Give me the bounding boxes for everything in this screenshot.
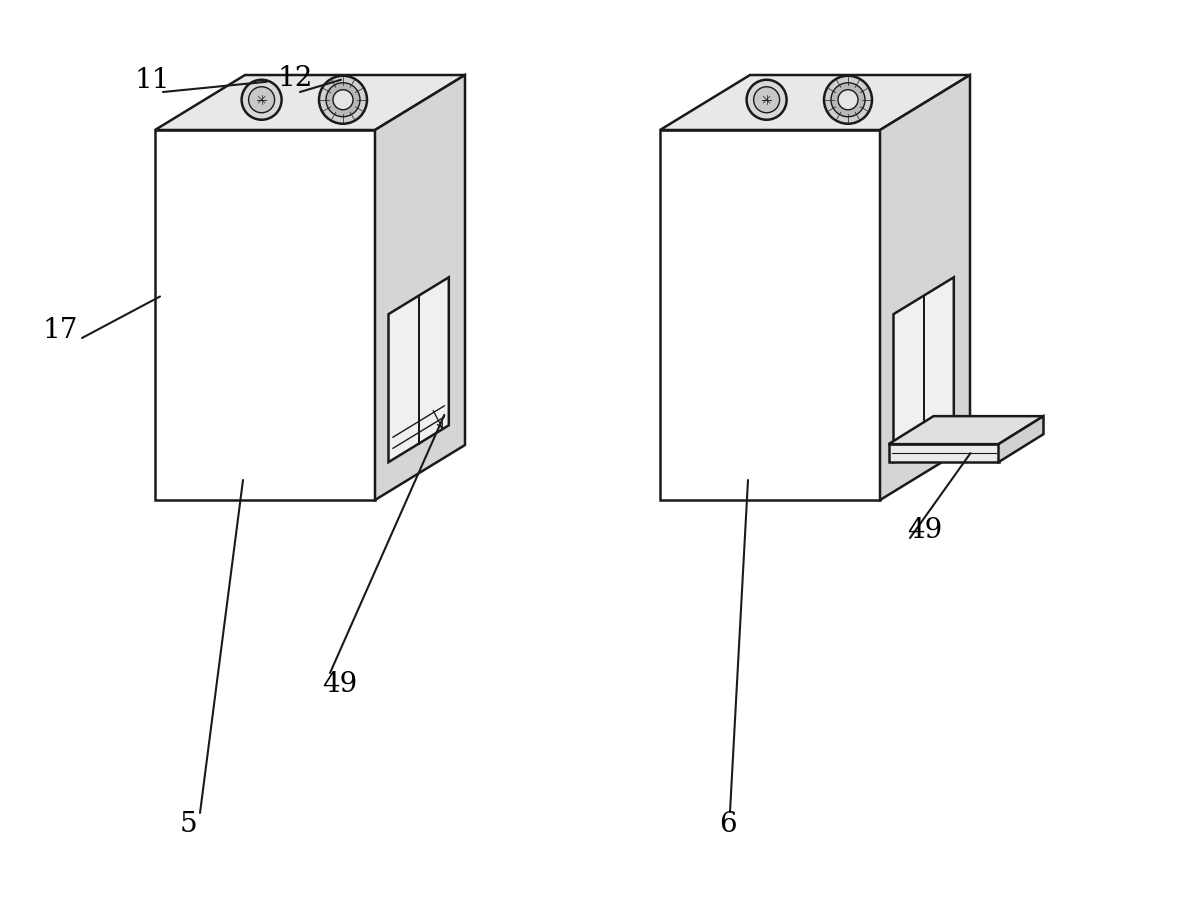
- Text: 12: 12: [277, 65, 313, 92]
- Circle shape: [248, 86, 275, 113]
- Polygon shape: [659, 130, 880, 500]
- Polygon shape: [155, 130, 375, 500]
- Circle shape: [747, 80, 787, 120]
- Text: 11: 11: [134, 66, 170, 94]
- Text: 6: 6: [719, 812, 737, 838]
- Text: 17: 17: [42, 317, 78, 343]
- Polygon shape: [388, 278, 448, 462]
- Polygon shape: [999, 416, 1043, 462]
- Circle shape: [333, 90, 353, 110]
- Circle shape: [754, 86, 779, 113]
- Text: 49: 49: [908, 517, 942, 543]
- Polygon shape: [880, 75, 970, 500]
- Polygon shape: [155, 75, 465, 130]
- Circle shape: [838, 90, 858, 110]
- Text: 49: 49: [323, 672, 357, 699]
- Polygon shape: [888, 444, 999, 462]
- Circle shape: [319, 76, 367, 124]
- Polygon shape: [659, 75, 970, 130]
- Circle shape: [831, 83, 864, 116]
- Polygon shape: [888, 416, 1043, 444]
- Text: 5: 5: [179, 812, 197, 838]
- Polygon shape: [893, 278, 953, 462]
- Circle shape: [242, 80, 282, 120]
- Circle shape: [824, 76, 872, 124]
- Circle shape: [326, 83, 360, 116]
- Polygon shape: [375, 75, 465, 500]
